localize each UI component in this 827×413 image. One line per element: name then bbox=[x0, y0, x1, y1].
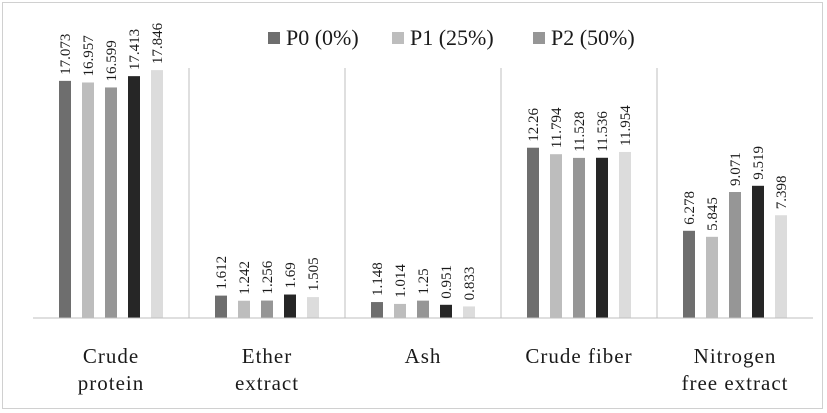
legend-label: P2 (50%) bbox=[551, 25, 635, 50]
bar bbox=[573, 157, 585, 318]
legend-label: P1 (25%) bbox=[410, 25, 494, 50]
data-label: 1.242 bbox=[237, 261, 253, 295]
category-label: protein bbox=[78, 371, 144, 395]
data-label: 7.398 bbox=[774, 176, 790, 210]
bar bbox=[550, 154, 562, 318]
category-label: Ether bbox=[242, 344, 292, 368]
category-label: extract bbox=[235, 371, 299, 395]
legend-swatch bbox=[392, 32, 404, 44]
data-label: 17.846 bbox=[150, 22, 166, 64]
value-labels: 17.073 16.957 16.599 17.413 17.846 1.612 1.242… bbox=[58, 22, 790, 300]
bar bbox=[128, 76, 140, 319]
data-label: 1.505 bbox=[306, 257, 322, 291]
legend: P0 (0%) P1 (25%) P2 (50%) bbox=[268, 25, 635, 50]
data-label: 1.014 bbox=[393, 264, 409, 298]
bar bbox=[59, 80, 71, 318]
bar bbox=[371, 302, 383, 318]
bar bbox=[238, 300, 250, 318]
category-label: free extract bbox=[681, 371, 788, 395]
bar bbox=[307, 297, 319, 318]
data-label: 6.278 bbox=[682, 191, 698, 225]
category-labels: Crude protein Ether extract Ash Crude fiber Ni… bbox=[78, 344, 788, 395]
bar bbox=[729, 192, 741, 318]
data-label: 1.612 bbox=[214, 256, 230, 290]
data-label: 11.528 bbox=[572, 111, 588, 152]
bar bbox=[82, 82, 94, 318]
bar bbox=[261, 300, 273, 318]
bar bbox=[596, 157, 608, 318]
bar bbox=[463, 306, 475, 318]
data-label: 1.256 bbox=[260, 260, 276, 294]
data-label: 16.957 bbox=[81, 35, 97, 77]
bar bbox=[440, 304, 452, 318]
data-label: 1.69 bbox=[283, 262, 299, 288]
category-separators bbox=[188, 68, 658, 318]
category-label: Ash bbox=[405, 344, 442, 368]
bar bbox=[775, 215, 787, 318]
data-label: 11.794 bbox=[549, 107, 565, 148]
data-label: 11.954 bbox=[618, 105, 634, 146]
bar bbox=[683, 230, 695, 318]
bar bbox=[284, 294, 296, 318]
data-label: 1.25 bbox=[416, 268, 432, 294]
category-label: Nitrogen bbox=[694, 344, 777, 368]
legend-label: P0 (0%) bbox=[286, 25, 359, 50]
data-label: 9.519 bbox=[751, 146, 767, 180]
bars bbox=[59, 70, 787, 319]
legend-swatch bbox=[268, 32, 280, 44]
bar bbox=[394, 303, 406, 318]
category-label: Crude fiber bbox=[525, 344, 632, 368]
data-label: 9.071 bbox=[728, 152, 744, 186]
data-label: 1.148 bbox=[370, 262, 386, 296]
bar bbox=[417, 300, 429, 318]
bar bbox=[619, 151, 631, 318]
data-label: 12.26 bbox=[526, 107, 542, 141]
legend-swatch bbox=[533, 32, 545, 44]
bar bbox=[706, 236, 718, 318]
data-label: 5.845 bbox=[705, 197, 721, 231]
chart-frame bbox=[2, 2, 823, 409]
data-label: 11.536 bbox=[595, 111, 611, 152]
bar bbox=[215, 295, 227, 318]
data-label: 0.833 bbox=[462, 267, 478, 301]
data-label: 16.599 bbox=[104, 40, 120, 81]
data-label: 17.413 bbox=[127, 29, 143, 70]
data-label: 17.073 bbox=[58, 34, 74, 75]
bar bbox=[151, 70, 163, 318]
data-label: 0.951 bbox=[439, 265, 455, 299]
bar bbox=[105, 87, 117, 318]
category-label: Crude bbox=[83, 344, 139, 368]
bar bbox=[527, 147, 539, 318]
bar bbox=[752, 185, 764, 318]
